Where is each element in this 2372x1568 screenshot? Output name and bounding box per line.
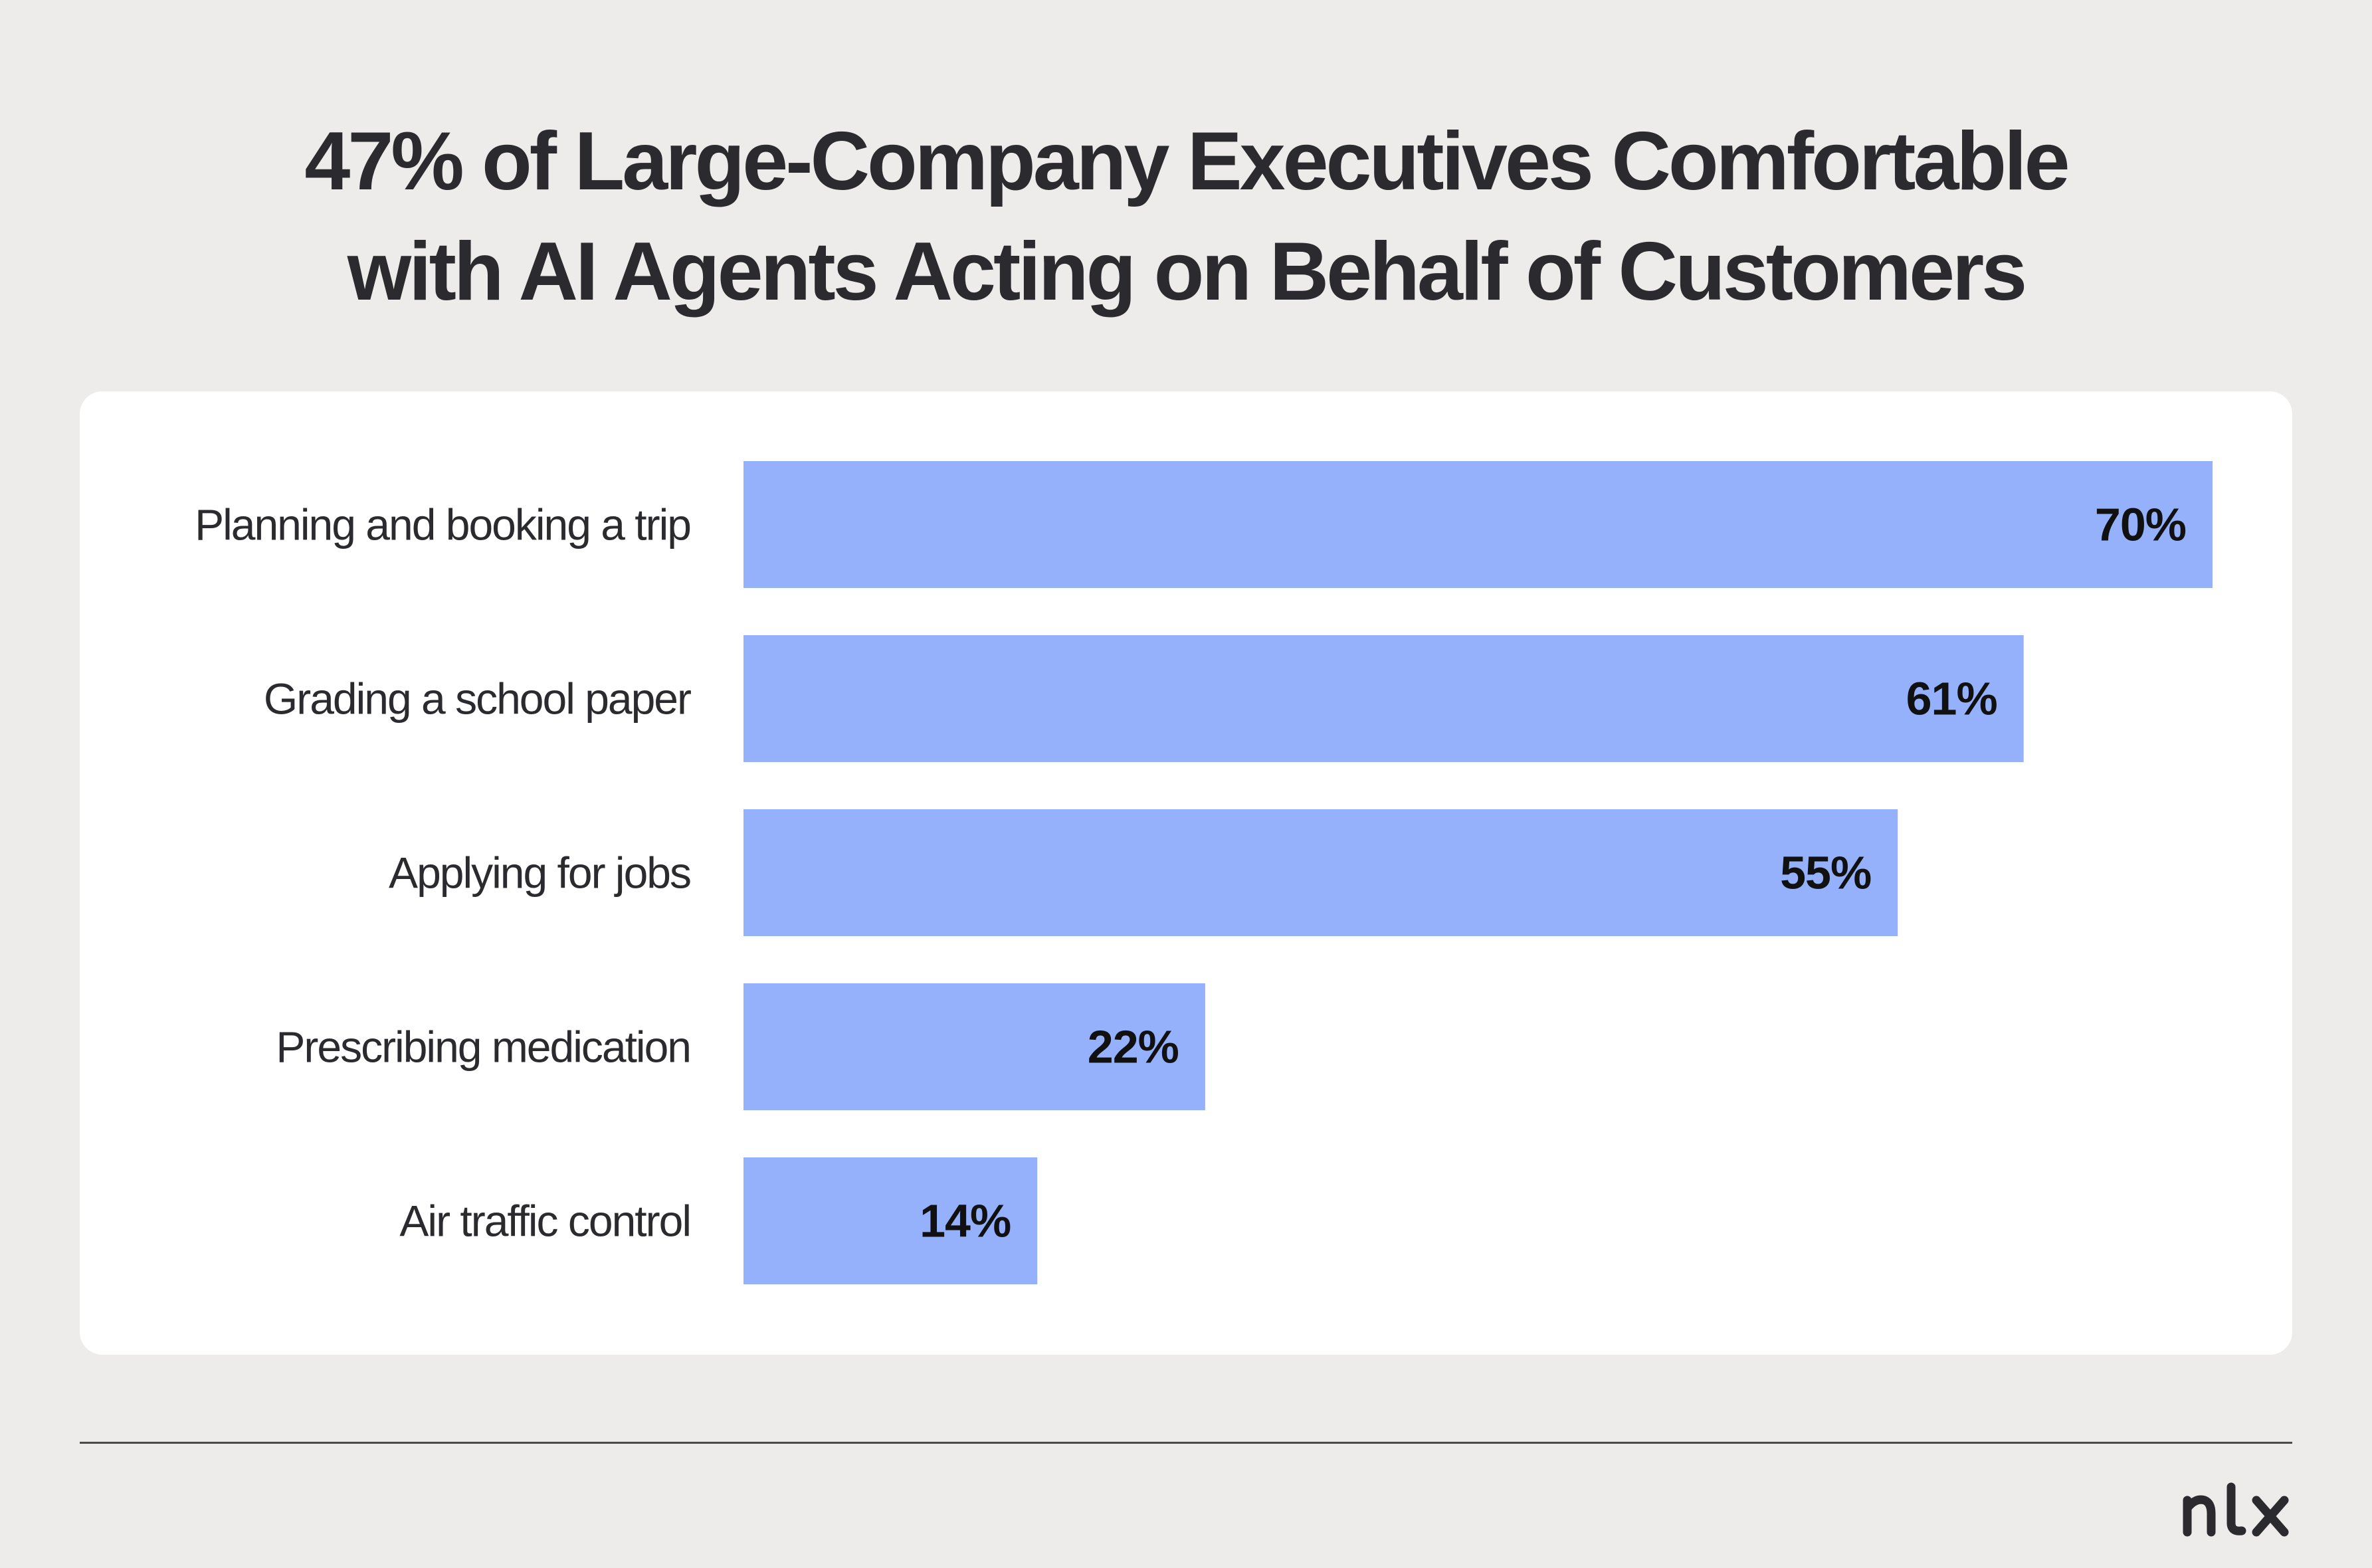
chart-title: 47% of Large-Company Executives Comforta…	[0, 106, 2372, 327]
nlx-logo-icon	[2183, 1482, 2289, 1537]
category-label-planning-and-booking-a-trip: Planning and booking a trip	[195, 500, 690, 549]
chart-title-line-1: 47% of Large-Company Executives Comforta…	[304, 116, 2070, 207]
value-label-air-traffic-control: 14%	[920, 1195, 1011, 1247]
category-label-applying-for-jobs: Applying for jobs	[389, 848, 690, 898]
value-label-prescribing-medication: 22%	[1088, 1021, 1179, 1073]
bar-applying-for-jobs	[743, 809, 1898, 936]
footer-divider	[80, 1442, 2292, 1444]
bar-air-traffic-control	[743, 1157, 1038, 1284]
category-label-prescribing-medication: Prescribing medication	[276, 1023, 690, 1072]
bar-grading-a-school-paper	[743, 635, 2024, 762]
chart-card: Planning and booking a trip 70% Grading a …	[80, 391, 2292, 1355]
value-label-grading-a-school-paper: 61%	[1906, 673, 1997, 725]
category-label-grading-a-school-paper: Grading a school paper	[264, 674, 691, 724]
bar-planning-and-booking-a-trip	[743, 461, 2213, 588]
bar-chart: Planning and booking a trip 70% Grading a …	[195, 461, 2213, 1284]
category-label-air-traffic-control: Air traffic control	[399, 1197, 690, 1246]
bar-prescribing-medication	[743, 983, 1205, 1110]
value-label-applying-for-jobs: 55%	[1780, 847, 1871, 899]
value-label-planning-and-booking-a-trip: 70%	[2095, 499, 2186, 551]
chart-title-line-2: with AI Agents Acting on Behalf of Custo…	[347, 226, 2028, 318]
